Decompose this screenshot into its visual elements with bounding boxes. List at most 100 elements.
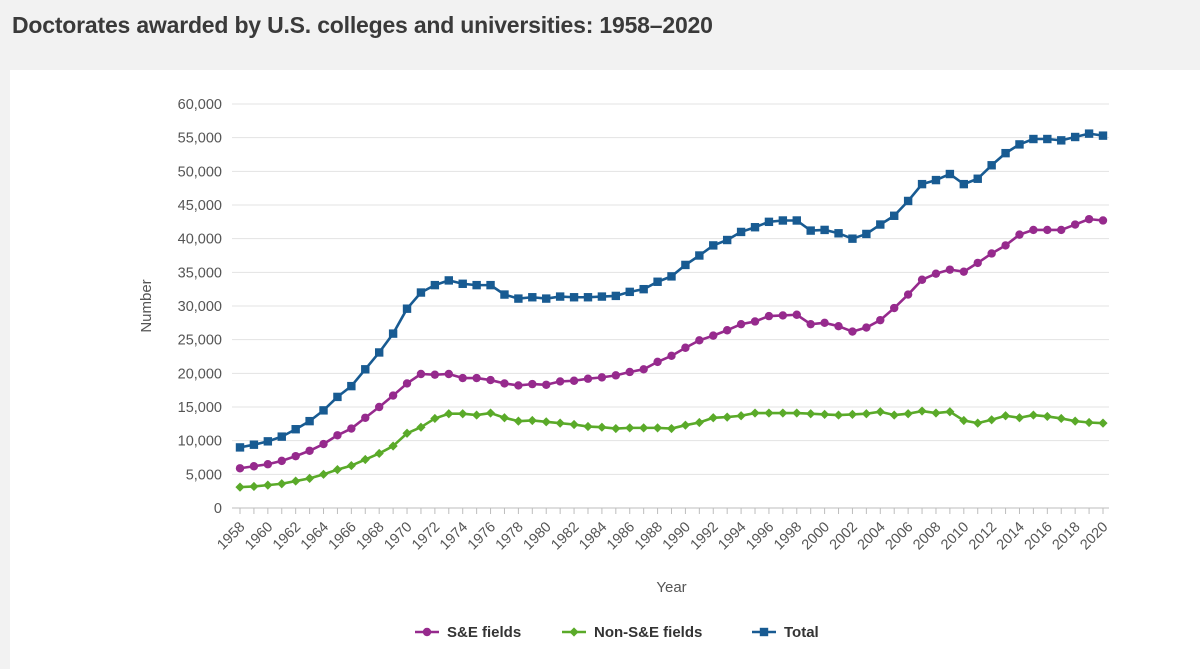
- data-point-non-se-fields: [1028, 410, 1039, 420]
- data-point-se-fields: [305, 446, 314, 455]
- data-point-non-se-fields: [611, 423, 621, 434]
- data-point-non-se-fields: [277, 479, 287, 489]
- data-point-se-fields: [848, 327, 857, 336]
- data-point-se-fields: [555, 377, 565, 386]
- data-point-non-se-fields: [485, 408, 496, 418]
- data-point-non-se-fields: [722, 412, 732, 422]
- data-point-total: [319, 406, 328, 415]
- data-point-non-se-fields: [1070, 416, 1080, 426]
- data-point-se-fields: [1001, 241, 1010, 250]
- data-point-non-se-fields: [541, 417, 551, 427]
- data-point-total: [1043, 134, 1052, 144]
- data-point-non-se-fields: [527, 415, 537, 426]
- data-point-se-fields: [402, 379, 412, 388]
- data-point-se-fields: [1015, 230, 1024, 239]
- data-point-non-se-fields: [666, 423, 677, 434]
- x-tick-label: 1982: [548, 519, 582, 553]
- data-point-total: [722, 235, 732, 245]
- data-point-total: [583, 293, 593, 302]
- y-axis-title: Number: [138, 279, 155, 332]
- data-point-se-fields: [249, 462, 259, 471]
- legend-item-non-se-fields[interactable]: Non-S&E fields: [562, 624, 702, 641]
- data-point-non-se-fields: [625, 423, 635, 433]
- x-tick-label: 1988: [632, 519, 666, 553]
- x-tick-label: 2012: [966, 519, 1000, 553]
- data-point-non-se-fields: [388, 441, 398, 451]
- data-point-non-se-fields: [680, 420, 691, 430]
- x-tick-label: 1964: [298, 519, 332, 553]
- legend-item-total[interactable]: Total: [752, 624, 819, 641]
- data-point-total: [388, 329, 398, 338]
- data-point-non-se-fields: [374, 448, 384, 459]
- data-point-non-se-fields: [472, 410, 482, 420]
- data-point-total: [305, 416, 314, 426]
- data-point-se-fields: [764, 311, 774, 321]
- data-point-total: [750, 223, 760, 232]
- data-point-se-fields: [347, 424, 356, 433]
- page-title: Doctorates awarded by U.S. colleges and …: [12, 12, 713, 38]
- y-axis-tick-labels: 0 5,000 10,000 15,000 20,000 25,000 30,000 35,0…: [178, 97, 222, 517]
- x-tick-label: 2004: [855, 519, 889, 553]
- data-point-total: [597, 292, 607, 301]
- data-point-se-fields: [973, 258, 982, 268]
- data-point-se-fields: [542, 380, 551, 389]
- data-point-non-se-fields: [291, 476, 301, 486]
- data-point-se-fields: [500, 379, 509, 388]
- x-tick-label: 1996: [743, 519, 777, 553]
- x-tick-label: 1984: [576, 519, 610, 553]
- series-non-se-fields: [235, 406, 1108, 492]
- x-tick-label: 1974: [437, 519, 471, 553]
- data-point-total: [778, 216, 788, 225]
- data-point-total: [472, 280, 481, 290]
- x-tick-label: 1968: [354, 519, 388, 553]
- x-tick-label: 2010: [938, 519, 972, 553]
- y-tick-label: 60,000: [178, 97, 222, 113]
- y-tick-label: 45,000: [178, 198, 222, 214]
- data-point-se-fields: [263, 460, 273, 469]
- data-point-total: [486, 280, 495, 290]
- x-tick-label: 1994: [715, 519, 749, 553]
- data-point-non-se-fields: [263, 480, 273, 490]
- data-point-total: [876, 220, 885, 229]
- data-point-total: [1057, 136, 1066, 145]
- data-point-se-fields: [472, 373, 481, 383]
- data-point-non-se-fields: [778, 408, 788, 418]
- data-point-total: [973, 174, 982, 183]
- data-point-total: [834, 229, 843, 238]
- x-tick-label: 1998: [771, 519, 805, 553]
- x-tick-label: 1980: [521, 519, 555, 553]
- data-point-total: [249, 440, 259, 449]
- data-point-non-se-fields: [736, 411, 746, 421]
- legend-item-se-fields[interactable]: S&E fields: [415, 624, 521, 641]
- data-point-non-se-fields: [583, 421, 593, 432]
- series-se-fields: [235, 214, 1108, 473]
- data-point-non-se-fields: [1084, 417, 1094, 428]
- data-point-total: [402, 304, 412, 313]
- data-point-total: [235, 443, 245, 452]
- data-point-se-fields: [959, 267, 969, 276]
- data-point-total: [361, 365, 370, 374]
- data-point-non-se-fields: [569, 419, 579, 430]
- x-tick-label: 2014: [994, 519, 1028, 553]
- data-point-se-fields: [903, 290, 913, 299]
- legend-marker: [422, 627, 432, 637]
- data-point-non-se-fields: [973, 418, 983, 428]
- data-point-total: [1015, 140, 1024, 149]
- data-point-se-fields: [235, 464, 245, 473]
- data-point-se-fields: [374, 402, 384, 412]
- data-point-non-se-fields: [652, 423, 663, 433]
- data-point-total: [1084, 129, 1094, 138]
- data-point-se-fields: [333, 431, 342, 440]
- data-point-non-se-fields: [764, 408, 774, 418]
- data-point-non-se-fields: [1056, 413, 1066, 424]
- x-tick-label: 1962: [270, 519, 304, 553]
- data-point-se-fields: [486, 375, 495, 385]
- data-point-non-se-fields: [959, 415, 969, 426]
- series-total: [235, 129, 1108, 452]
- data-point-total: [848, 234, 857, 243]
- data-point-non-se-fields: [694, 417, 704, 428]
- data-point-se-fields: [722, 326, 732, 335]
- data-point-se-fields: [778, 311, 788, 320]
- data-point-se-fields: [820, 318, 829, 328]
